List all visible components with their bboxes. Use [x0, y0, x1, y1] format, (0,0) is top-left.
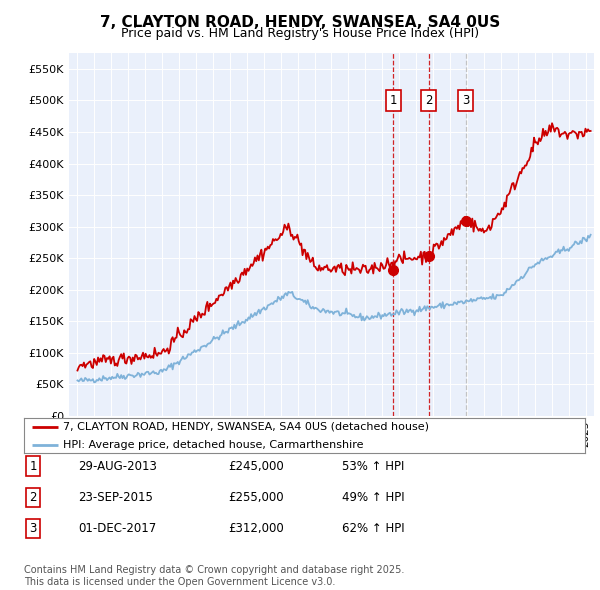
Text: 1: 1: [390, 94, 397, 107]
Text: 62% ↑ HPI: 62% ↑ HPI: [342, 522, 404, 535]
Text: £245,000: £245,000: [228, 460, 284, 473]
Text: Price paid vs. HM Land Registry's House Price Index (HPI): Price paid vs. HM Land Registry's House …: [121, 27, 479, 40]
Text: 23-SEP-2015: 23-SEP-2015: [78, 491, 153, 504]
Text: 01-DEC-2017: 01-DEC-2017: [78, 522, 156, 535]
Text: 3: 3: [29, 522, 37, 535]
Text: 53% ↑ HPI: 53% ↑ HPI: [342, 460, 404, 473]
Text: 7, CLAYTON ROAD, HENDY, SWANSEA, SA4 0US: 7, CLAYTON ROAD, HENDY, SWANSEA, SA4 0US: [100, 15, 500, 30]
Text: HPI: Average price, detached house, Carmarthenshire: HPI: Average price, detached house, Carm…: [63, 440, 364, 450]
Text: 3: 3: [462, 94, 469, 107]
Text: 2: 2: [29, 491, 37, 504]
Text: 49% ↑ HPI: 49% ↑ HPI: [342, 491, 404, 504]
Text: 7, CLAYTON ROAD, HENDY, SWANSEA, SA4 0US (detached house): 7, CLAYTON ROAD, HENDY, SWANSEA, SA4 0US…: [63, 422, 429, 432]
Text: 2: 2: [425, 94, 432, 107]
Text: £255,000: £255,000: [228, 491, 284, 504]
Text: 29-AUG-2013: 29-AUG-2013: [78, 460, 157, 473]
Text: 1: 1: [29, 460, 37, 473]
Text: Contains HM Land Registry data © Crown copyright and database right 2025.
This d: Contains HM Land Registry data © Crown c…: [24, 565, 404, 587]
Text: £312,000: £312,000: [228, 522, 284, 535]
